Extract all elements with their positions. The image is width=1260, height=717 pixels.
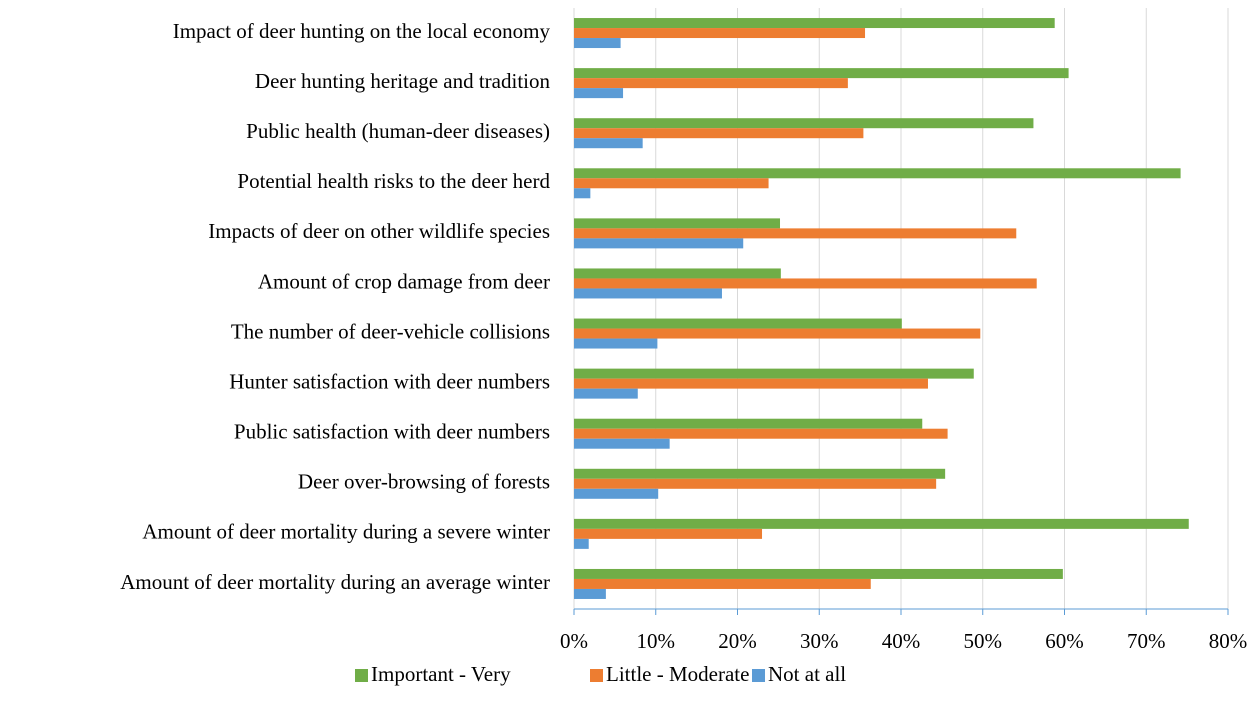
bar bbox=[574, 288, 722, 299]
bar bbox=[574, 478, 937, 489]
legend-label: Not at all bbox=[768, 662, 846, 686]
bar bbox=[574, 68, 1069, 79]
y-tick-label: Deer over-browsing of forests bbox=[298, 470, 550, 494]
y-tick-label: Deer hunting heritage and tradition bbox=[255, 69, 551, 93]
y-tick-label: Amount of crop damage from deer bbox=[258, 269, 550, 293]
bar bbox=[574, 178, 769, 189]
x-tick-label: 70% bbox=[1127, 629, 1166, 653]
y-tick-label: Impact of deer hunting on the local econ… bbox=[173, 19, 551, 43]
bar bbox=[574, 428, 948, 439]
x-tick-label: 0% bbox=[560, 629, 588, 653]
bar bbox=[574, 388, 638, 399]
bar bbox=[574, 18, 1055, 29]
bar bbox=[574, 488, 659, 499]
bar bbox=[574, 188, 591, 199]
bar bbox=[574, 468, 946, 479]
bar bbox=[574, 318, 902, 329]
bar bbox=[574, 118, 1034, 129]
bar bbox=[574, 328, 981, 339]
x-tick-label: 20% bbox=[718, 629, 757, 653]
x-tick-label: 10% bbox=[637, 629, 676, 653]
x-tick-label: 50% bbox=[964, 629, 1003, 653]
bar bbox=[574, 538, 589, 549]
bar bbox=[574, 518, 1189, 529]
bar bbox=[574, 168, 1181, 179]
bar bbox=[574, 438, 670, 449]
legend-swatch bbox=[752, 669, 765, 682]
bar bbox=[574, 268, 781, 279]
bar bbox=[574, 588, 606, 599]
y-tick-label: Potential health risks to the deer herd bbox=[237, 169, 550, 193]
bar bbox=[574, 568, 1063, 579]
bar bbox=[574, 88, 624, 99]
y-tick-label: Public health (human-deer diseases) bbox=[246, 119, 550, 143]
y-tick-label: The number of deer-vehicle collisions bbox=[231, 319, 550, 343]
legend-label: Little - Moderate bbox=[606, 662, 749, 686]
bar bbox=[574, 28, 866, 39]
y-tick-label: Hunter satisfaction with deer numbers bbox=[229, 369, 550, 393]
x-tick-label: 60% bbox=[1045, 629, 1084, 653]
bar bbox=[574, 378, 928, 389]
x-tick-label: 30% bbox=[800, 629, 839, 653]
legend-swatch bbox=[355, 669, 368, 682]
bar bbox=[574, 368, 974, 379]
bar bbox=[574, 278, 1037, 289]
y-tick-label: Amount of deer mortality during a severe… bbox=[142, 520, 550, 544]
bar bbox=[574, 338, 658, 349]
y-tick-label: Impacts of deer on other wildlife specie… bbox=[208, 219, 550, 243]
bar bbox=[574, 228, 1017, 239]
x-tick-label: 80% bbox=[1209, 629, 1248, 653]
legend-label: Important - Very bbox=[371, 662, 511, 686]
bar bbox=[574, 578, 871, 589]
bar bbox=[574, 128, 864, 139]
y-tick-label: Amount of deer mortality during an avera… bbox=[120, 570, 550, 594]
bar bbox=[574, 418, 923, 429]
bar bbox=[574, 528, 763, 539]
bar bbox=[574, 138, 643, 149]
bar bbox=[574, 78, 848, 89]
bar bbox=[574, 238, 744, 249]
y-tick-label: Public satisfaction with deer numbers bbox=[234, 420, 550, 444]
bar bbox=[574, 38, 621, 49]
legend-swatch bbox=[590, 669, 603, 682]
bar bbox=[574, 218, 781, 229]
x-tick-label: 40% bbox=[882, 629, 921, 653]
